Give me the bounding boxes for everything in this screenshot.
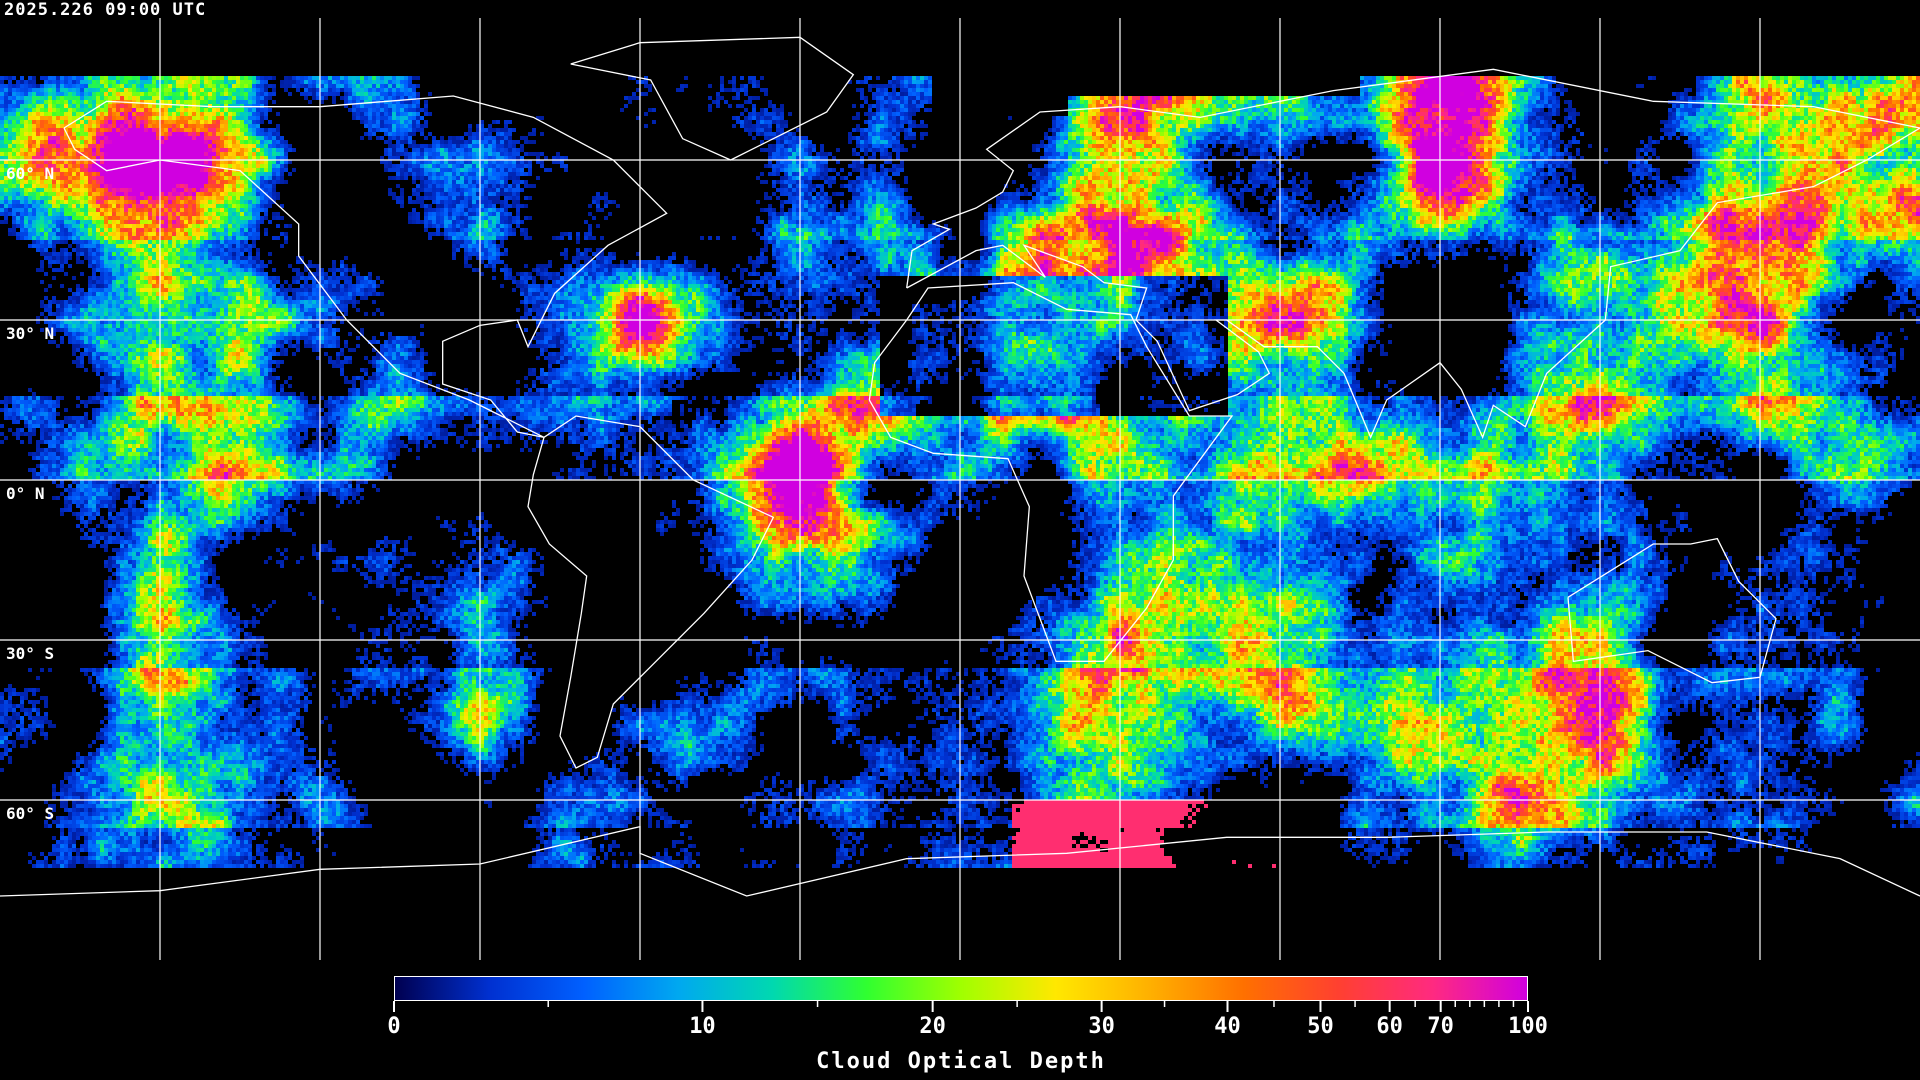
coastline-eurasia bbox=[906, 68, 1920, 440]
lat-label-30s: 30° S bbox=[6, 644, 55, 663]
coastline-south-america bbox=[527, 415, 775, 769]
coastline-north-america bbox=[63, 95, 668, 438]
coastline-australia bbox=[1567, 537, 1777, 684]
cloud-optical-depth-map: 2025.226 09:00 UTC 60° N 30° N 0° N 30° … bbox=[0, 0, 1920, 960]
coastline-antarctica bbox=[0, 825, 1920, 897]
lat-label-30n: 30° N bbox=[6, 324, 55, 343]
colorbar-tick-label: 30 bbox=[1088, 1014, 1115, 1039]
colorbar-title: Cloud Optical Depth bbox=[816, 1049, 1106, 1074]
colorbar-tick-label: 60 bbox=[1376, 1014, 1403, 1039]
coastline-greenland bbox=[570, 36, 855, 161]
colorbar-tick-label: 0 bbox=[387, 1014, 401, 1039]
colorbar-tick-label: 10 bbox=[689, 1014, 716, 1039]
colorbar-tick-label: 20 bbox=[919, 1014, 946, 1039]
colorbar-tick-label: 50 bbox=[1307, 1014, 1334, 1039]
lat-label-0n: 0° N bbox=[6, 484, 45, 503]
timestamp-label: 2025.226 09:00 UTC bbox=[4, 0, 207, 20]
colorbar-tick-label: 70 bbox=[1427, 1014, 1454, 1039]
lat-label-60n: 60° N bbox=[6, 164, 55, 183]
map-overlay bbox=[0, 18, 1920, 960]
colorbar-tick-label: 100 bbox=[1508, 1014, 1548, 1039]
coastline-africa bbox=[868, 282, 1234, 662]
colorbar bbox=[394, 976, 1528, 1001]
colorbar-tick-label: 40 bbox=[1214, 1014, 1241, 1039]
lat-label-60s: 60° S bbox=[6, 804, 55, 823]
